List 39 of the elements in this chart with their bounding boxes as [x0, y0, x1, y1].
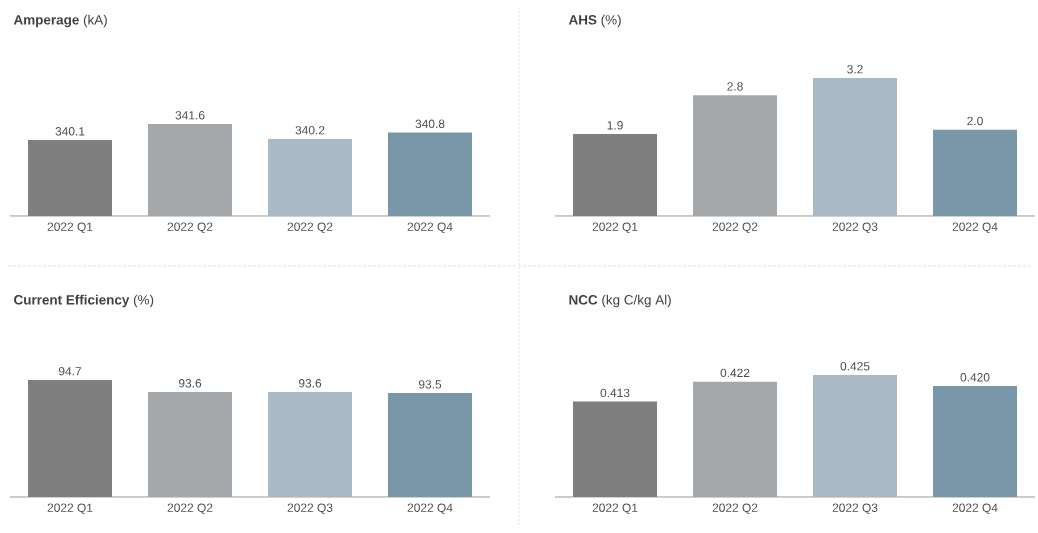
data-label: 2.8 — [727, 82, 743, 91]
data-label: 1.9 — [607, 121, 623, 130]
x-tick-label: 2022 Q2 — [712, 222, 758, 234]
x-tick-label: 2022 Q1 — [592, 222, 638, 234]
data-label: 0.422 — [720, 368, 750, 378]
x-tick-label: 2022 Q4 — [407, 222, 453, 234]
data-label: 2.0 — [967, 116, 983, 126]
bar — [693, 95, 778, 216]
x-tick-label: 2022 Q4 — [407, 503, 453, 515]
data-label: 3.2 — [847, 65, 863, 74]
data-label: 340.1 — [55, 127, 85, 136]
data-label: 93.5 — [418, 380, 442, 389]
x-tick-label: 2022 Q3 — [832, 222, 878, 234]
x-tick-label: 2022 Q3 — [832, 503, 878, 515]
chart-title: Current Efficiency (%) — [14, 294, 154, 308]
x-tick-label: 2022 Q2 — [712, 503, 758, 515]
chart-title: NCC (kg C/kg Al) — [569, 294, 671, 308]
data-label: 93.6 — [178, 379, 202, 388]
x-tick-label: 2022 Q1 — [47, 503, 93, 515]
data-label: 0.425 — [840, 362, 870, 371]
chart-title: Amperage (kA) — [13, 14, 107, 28]
x-tick-label: 2022 Q4 — [952, 503, 998, 515]
data-label: 94.7 — [58, 367, 82, 376]
chart-title: AHS (%) — [568, 14, 621, 28]
x-tick-label: 2022 Q2 — [167, 503, 213, 515]
data-label: 0.413 — [600, 388, 630, 398]
data-label: 340.8 — [415, 119, 445, 129]
data-label: 93.6 — [298, 379, 322, 388]
bar — [813, 77, 898, 216]
x-tick-label: 2022 Q4 — [952, 222, 998, 234]
x-tick-label: 2022 Q1 — [592, 503, 638, 515]
bar — [933, 129, 1018, 216]
x-tick-label: 2022 Q2 — [167, 222, 213, 234]
x-tick-label: 2022 Q2 — [287, 222, 333, 234]
x-tick-label: 2022 Q1 — [47, 222, 93, 234]
data-label: 0.420 — [960, 373, 990, 382]
x-tick-label: 2022 Q3 — [287, 503, 333, 515]
data-label: 340.2 — [295, 125, 325, 135]
data-label: 341.6 — [175, 111, 205, 120]
